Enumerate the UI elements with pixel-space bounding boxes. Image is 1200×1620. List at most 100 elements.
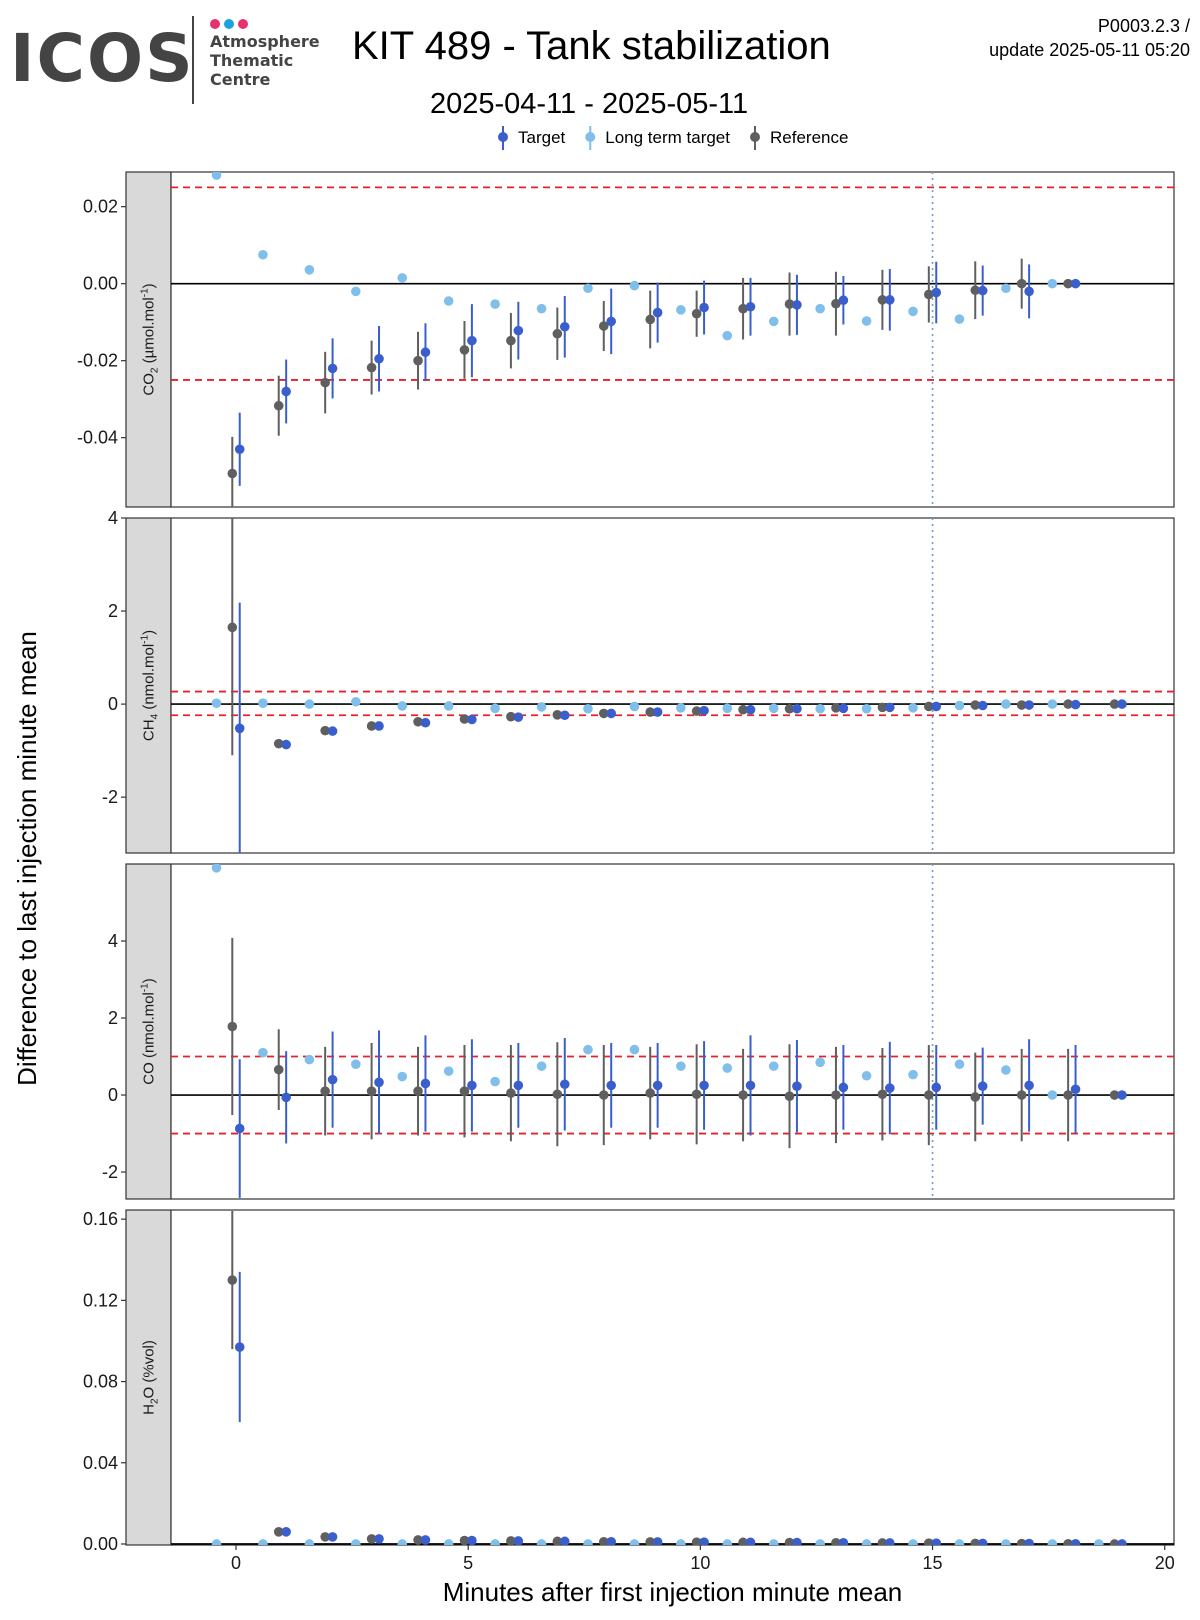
strip-label-part: -1 xyxy=(140,634,151,643)
panel-co: CO (nmol.mol-1) 4 2 0 -2 xyxy=(102,863,1175,1200)
panel-strip xyxy=(125,1209,172,1546)
longterm-point xyxy=(629,280,640,291)
panel-plot-area xyxy=(171,1211,1174,1545)
legend-label-0: Target xyxy=(518,128,566,147)
longterm-point xyxy=(722,1063,733,1073)
target-point xyxy=(931,1082,942,1093)
panel-co2: CO2 (µmol.mol-1) 0.02 0.00 -0.02 -0.04 xyxy=(77,171,1175,508)
strip-label-part: ) xyxy=(141,283,158,288)
reference-point xyxy=(645,707,656,717)
reference-point xyxy=(784,1091,795,1101)
reference-point xyxy=(459,1086,470,1096)
strip-label-part: 2 xyxy=(150,1398,161,1404)
y-tick-label: -0.04 xyxy=(77,428,118,448)
target-point xyxy=(885,1083,895,1093)
target-point xyxy=(931,1538,942,1545)
y-tick-label: 0 xyxy=(108,694,118,714)
reference-point xyxy=(924,289,934,300)
target-point xyxy=(513,1536,524,1545)
target-point xyxy=(652,1537,663,1545)
target-point xyxy=(745,704,756,715)
longterm-point xyxy=(722,703,733,714)
y-tick-label: 4 xyxy=(108,931,118,951)
strip-label-part: -1 xyxy=(140,288,151,297)
reference-point xyxy=(506,335,516,346)
y-tick-label: 0.02 xyxy=(83,197,118,217)
reference-point xyxy=(877,702,888,713)
target-point xyxy=(652,307,663,318)
target-point xyxy=(374,1534,384,1544)
x-tick-label: 0 xyxy=(231,1553,241,1573)
target-point xyxy=(467,335,477,346)
logo-org-line-3: Centre xyxy=(210,70,271,89)
y-tick-label: 0.12 xyxy=(83,1290,118,1310)
longterm-point xyxy=(536,1061,547,1071)
reference-point xyxy=(691,1537,702,1545)
longterm-point xyxy=(768,1539,779,1545)
legend-key-point-2 xyxy=(750,132,760,142)
reference-point xyxy=(366,1086,377,1096)
longterm-point xyxy=(722,1539,733,1545)
longterm-point xyxy=(304,1539,315,1545)
strip-label-part: CO xyxy=(141,373,158,396)
strip-label-part: H xyxy=(141,1404,158,1415)
panel-strip xyxy=(125,863,172,1200)
reference-point xyxy=(924,1090,934,1100)
chart-title: KIT 489 - Tank stabilization xyxy=(352,24,831,68)
reference-point xyxy=(877,295,888,305)
panel-strip-label: CH4 (nmol.mol-1) xyxy=(140,630,161,741)
panel-strip xyxy=(125,171,172,508)
target-point xyxy=(1024,1080,1034,1091)
longterm-point xyxy=(351,1539,361,1545)
target-point xyxy=(281,1527,291,1537)
reference-point xyxy=(831,1537,841,1545)
target-point xyxy=(374,353,384,364)
legend-label-1: Long term target xyxy=(605,128,730,147)
longterm-point xyxy=(443,1066,454,1076)
longterm-point xyxy=(861,316,872,326)
target-point xyxy=(559,710,570,721)
longterm-point xyxy=(908,703,918,713)
panel-frame xyxy=(170,863,1175,1200)
y-tick-label: 0.00 xyxy=(83,1534,118,1554)
strip-label-part: ) xyxy=(141,630,158,635)
longterm-point xyxy=(443,296,454,306)
reference-point xyxy=(320,725,330,736)
reference-point xyxy=(1109,1090,1120,1100)
reference-point xyxy=(784,299,795,309)
longterm-point xyxy=(629,1539,640,1545)
target-point xyxy=(606,1080,617,1091)
target-point xyxy=(234,1342,245,1352)
reference-point xyxy=(1109,1539,1120,1545)
longterm-point xyxy=(304,265,315,275)
target-point xyxy=(699,1537,709,1545)
longterm-point xyxy=(258,249,268,260)
reference-point xyxy=(924,701,934,712)
reference-point xyxy=(598,708,609,719)
reference-point xyxy=(413,1535,423,1545)
panel-frame xyxy=(170,171,1175,508)
target-point xyxy=(1070,1084,1081,1095)
longterm-point xyxy=(583,1044,593,1055)
target-point xyxy=(699,302,709,313)
target-point xyxy=(281,1092,291,1103)
target-point xyxy=(1024,1538,1034,1545)
reference-point xyxy=(366,1534,377,1544)
target-point xyxy=(931,701,942,712)
y-tick-label: 4 xyxy=(108,508,118,528)
longterm-point xyxy=(629,1044,640,1055)
logo-dots xyxy=(210,16,252,29)
target-point xyxy=(1070,699,1081,710)
longterm-point xyxy=(536,1539,547,1545)
longterm-point xyxy=(815,703,825,714)
target-point xyxy=(977,1538,988,1545)
longterm-point xyxy=(768,703,779,714)
target-point xyxy=(606,708,617,719)
target-point xyxy=(467,1080,477,1091)
target-point xyxy=(977,285,988,296)
target-point xyxy=(838,703,849,714)
y-axis-label: Difference to last injection minute mean xyxy=(12,631,42,1086)
target-point xyxy=(977,1081,988,1091)
longterm-point xyxy=(629,701,640,712)
